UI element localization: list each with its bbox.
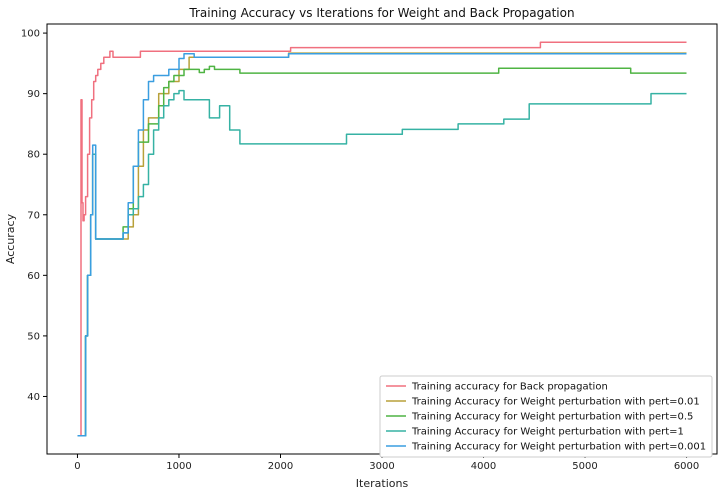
legend-entry: Training Accuracy for Weight perturbatio… xyxy=(411,412,693,423)
series-layer xyxy=(77,41,687,437)
legend-entry: Training Accuracy for Weight perturbatio… xyxy=(411,442,706,453)
x-tick-label: 1000 xyxy=(166,461,191,472)
x-tick-label: 5000 xyxy=(572,461,597,472)
y-tick-label: 80 xyxy=(27,150,40,161)
y-tick-label: 60 xyxy=(27,271,40,282)
chart-title: Training Accuracy vs Iterations for Weig… xyxy=(188,6,574,20)
y-axis-ticks: 40 50 60 70 80 90 100 xyxy=(21,29,47,403)
series-line-4 xyxy=(77,52,687,437)
x-tick-label: 6000 xyxy=(674,461,699,472)
y-tick-label: 100 xyxy=(21,29,40,40)
y-tick-label: 70 xyxy=(27,210,40,221)
x-axis-label: Iterations xyxy=(356,477,409,490)
y-tick-label: 40 xyxy=(27,392,40,403)
x-tick-label: 2000 xyxy=(268,461,293,472)
legend: Training accuracy for Back propagation Tr… xyxy=(379,375,713,458)
legend-entry: Training Accuracy for Weight perturbatio… xyxy=(411,427,684,438)
x-tick-label: 4000 xyxy=(471,461,496,472)
y-axis-label: Accuracy xyxy=(4,213,17,264)
series-line-0 xyxy=(77,41,687,437)
x-tick-label: 3000 xyxy=(369,461,394,472)
legend-entry: Training accuracy for Back propagation xyxy=(411,382,608,393)
y-tick-label: 90 xyxy=(27,89,40,100)
legend-box xyxy=(379,375,713,458)
legend-entry: Training Accuracy for Weight perturbatio… xyxy=(411,397,700,408)
y-tick-label: 50 xyxy=(27,331,40,342)
x-tick-label: 0 xyxy=(74,461,80,472)
